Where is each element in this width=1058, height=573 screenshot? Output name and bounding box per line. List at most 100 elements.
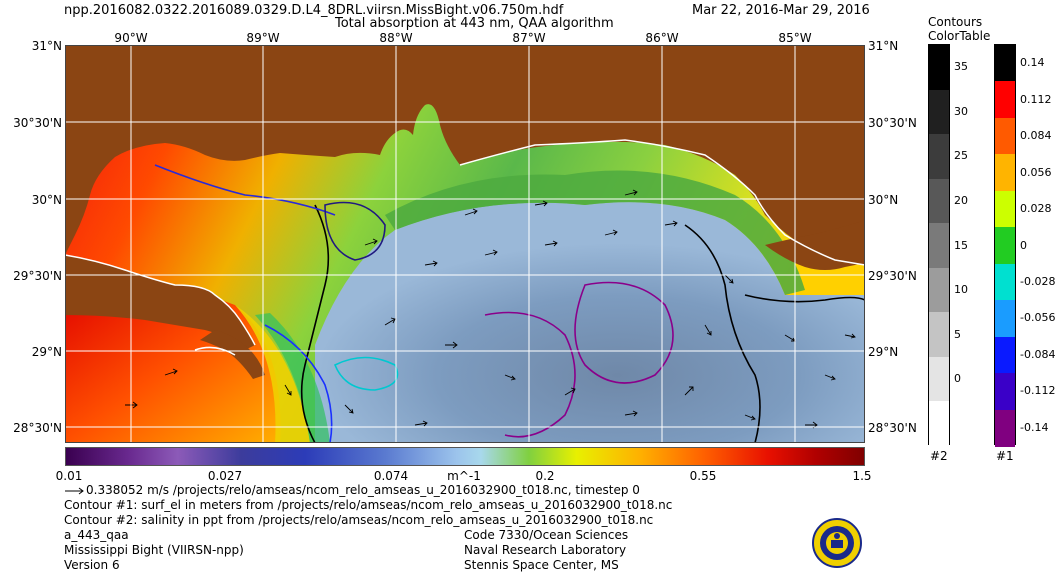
lat-label-left-29-30n: 29°30'N [13,269,62,283]
colortable-tick-label: -0.028 [1020,274,1056,288]
colortable-swatch [995,154,1015,192]
colorbar-unit: m^-1 [447,469,481,483]
contours-swatch [929,312,949,358]
absorption-colorbar [65,447,865,466]
colortable-swatch [995,45,1015,82]
contours-swatch [929,356,949,402]
contours-tick-label: 30 [954,104,968,118]
contour-black-west [300,204,330,443]
contours-swatch [929,45,949,90]
nrl-seal-logo [812,518,862,568]
colorbar-label-3: 0.074 [373,469,409,483]
contour-black-east [684,224,761,443]
map-title: Total absorption at 443 nm, QAA algorith… [335,16,614,31]
file-name: npp.2016082.0322.2016089.0329.D.L4_8DRL.… [64,3,564,18]
colortable-legend [994,44,1016,447]
lat-label-left-31n: 31°N [31,39,62,53]
contour-purple-loop [574,281,674,384]
colortable-swatch [995,409,1015,447]
lat-label-right-28-30n: 28°30'N [868,421,917,435]
colortable-swatch [995,373,1015,411]
contours-legend-title-1: Contours [928,15,983,29]
contours-swatch [929,223,949,269]
vector-arrow-icon [65,487,84,494]
lat-label-right-29-30n: 29°30'N [868,269,917,283]
lat-label-left-30-30n: 30°30'N [13,116,62,130]
colortable-tick-label: -0.112 [1020,384,1056,398]
lat-label-left-28-30n: 28°30'N [13,421,62,435]
lon-label-88w: 88°W [379,31,413,45]
contours-swatch [929,401,949,447]
plume-yellow-edge [235,305,310,443]
colorbar-label-min: 0.01 [55,469,83,483]
vector-scale-text: 0.338052 m/s /projects/relo/amseas/ncom_… [86,483,640,497]
colortable-tick-label: 0.084 [1020,129,1052,143]
coastline [65,139,865,346]
colortable-tick-label: 0.14 [1020,56,1045,70]
colortable-swatch [995,117,1015,155]
grid-lines [65,45,865,443]
colortable-tick-label: 0.056 [1020,165,1052,179]
version-label: Version 6 [64,558,120,572]
colorbar-label-4: 0.2 [535,469,555,483]
lat-label-right-30-30n: 30°30'N [868,116,917,130]
colortable-swatch [995,190,1015,228]
lat-label-right-31n: 31°N [868,39,899,53]
contour-blue-2 [264,324,333,443]
lat-label-right-29n: 29°N [868,345,899,359]
map-frame [65,45,865,443]
colortable-tick-label: 0.112 [1020,92,1052,106]
lon-label-87w: 87°W [512,31,546,45]
offshore-water [315,202,865,443]
contours-legend-title-2: ColorTable [928,29,991,43]
contours-swatch [929,134,949,180]
green-band [385,170,805,295]
colortable-tick-label: 0.028 [1020,202,1052,216]
colortable-tick-label: -0.14 [1020,420,1049,434]
land-north [65,45,865,265]
contours-colortable [928,44,950,447]
contour1-description: Contour #1: surf_el in meters from /proj… [64,498,673,512]
contour-black-east-2 [744,294,865,303]
contour-navy-loop [324,201,386,261]
lat-label-left-29n: 29°N [31,345,62,359]
region-name: Mississippi Bight (VIIRSN-npp) [64,543,244,557]
colortable-swatch [995,300,1015,338]
colortable-tick-label: -0.084 [1020,347,1056,361]
contours-tick-label: 25 [954,149,968,163]
lon-label-86w: 86°W [645,31,679,45]
lat-label-left-30n: 30°N [31,193,62,207]
contours-tick-label: 5 [954,327,961,341]
lon-label-90w: 90°W [114,31,148,45]
colortable-tick-label: -0.056 [1020,311,1056,325]
colortable-swatch [995,336,1015,374]
colortable-swatch [995,227,1015,265]
contours-tick-label: 35 [954,60,968,74]
lat-label-right-30n: 30°N [868,193,899,207]
velocity-vectors [125,189,856,429]
date-range: Mar 22, 2016-Mar 29, 2016 [692,3,870,18]
contours-tick-label: 10 [954,283,968,297]
vector-scale-line: 0.338052 m/s /projects/relo/amseas/ncom_… [64,483,640,497]
contours-swatch [929,89,949,135]
contour-blue-1 [154,164,336,216]
absorption-map [65,45,865,443]
colorbar-label-5: 0.55 [689,469,717,483]
contours-legend-label: #2 [930,449,948,463]
product-name: a_443_qaa [64,528,129,542]
org-name: Naval Research Laboratory [464,543,627,557]
colorbar-label-max: 1.5 [852,469,872,483]
lon-label-89w: 89°W [246,31,280,45]
colortable-tick-label: 0 [1020,238,1027,252]
plume-green-edge [255,313,330,443]
contours-tick-label: 15 [954,238,968,252]
contours-swatch [929,267,949,313]
colorbar-label-2: 0.027 [207,469,243,483]
contours-swatch [929,178,949,224]
apalachicola-land [765,220,865,270]
delta-land [200,330,265,379]
contours-tick-label: 20 [954,193,968,207]
org-location: Stennis Space Center, MS [464,558,619,572]
contours-tick-label: 0 [954,372,961,386]
lon-label-85w: 85°W [778,31,812,45]
